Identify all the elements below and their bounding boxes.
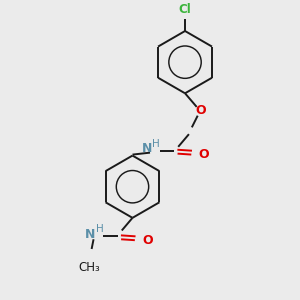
Text: H: H [152,139,160,149]
Text: O: O [195,104,206,117]
Text: H: H [95,224,103,234]
Text: O: O [142,234,153,247]
Text: CH₃: CH₃ [79,261,100,274]
Text: N: N [142,142,152,155]
Text: O: O [199,148,209,161]
Text: N: N [85,228,95,241]
Text: Cl: Cl [179,3,191,16]
